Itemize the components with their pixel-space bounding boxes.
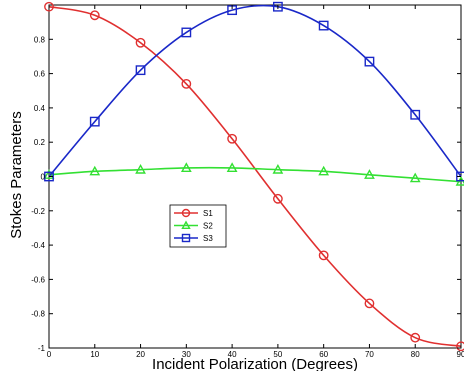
y-tick-label: -0.4 <box>31 241 45 250</box>
circle-marker <box>89 10 100 21</box>
circle-marker <box>410 332 421 343</box>
y-tick-label: 0.6 <box>34 70 46 79</box>
legend-item-s2: S2 <box>174 220 213 231</box>
square-marker <box>318 20 329 31</box>
triangle-marker <box>272 163 284 174</box>
circle-marker <box>181 78 192 89</box>
triangle-marker <box>89 165 101 176</box>
series-line-s1 <box>48 5 462 348</box>
triangle-marker <box>226 162 238 172</box>
legend-label: S3 <box>203 234 213 243</box>
triangle-marker <box>364 169 375 179</box>
triangle-marker <box>409 172 421 183</box>
series-layer <box>43 1 464 352</box>
legend-item-s1: S1 <box>174 208 213 218</box>
x-tick-label: 30 <box>182 350 191 359</box>
x-axis-label: Incident Polarization (Degrees) <box>152 356 358 371</box>
triangle-marker <box>318 165 330 176</box>
circle-marker <box>318 250 329 261</box>
tick-labels: 0 10 20 30 40 50 60 70 80 90 -1 -0.8 -0.6 -0.4 -0.2 0 0.… <box>31 5 464 359</box>
legend-label: S1 <box>203 209 213 218</box>
x-tick-label: 50 <box>273 350 282 359</box>
x-tick-label: 80 <box>411 350 420 359</box>
x-tick-label: 0 <box>47 350 52 359</box>
legend-item-s3: S3 <box>174 233 213 243</box>
circle-marker <box>272 193 283 204</box>
y-tick-label: 0.2 <box>34 138 46 147</box>
x-tick-label: 40 <box>228 350 237 359</box>
y-tick-label: 0.4 <box>34 104 46 113</box>
legend-label: S2 <box>203 222 213 231</box>
circle-marker <box>364 298 375 309</box>
triangle-marker <box>135 163 146 174</box>
y-tick-label: 0 <box>41 173 46 182</box>
square-marker <box>364 56 375 67</box>
y-tick-label: -0.2 <box>31 207 45 216</box>
circle-marker <box>44 1 54 12</box>
series-line-s3 <box>48 4 462 178</box>
y-axis-label: Stokes Parameters <box>8 111 25 239</box>
y-tick-label: -0.8 <box>31 310 45 319</box>
square-marker <box>44 171 54 182</box>
series-s1 <box>44 1 464 352</box>
square-marker <box>89 116 100 127</box>
triangle-marker <box>180 162 192 172</box>
y-tick-label: -0.6 <box>31 275 45 284</box>
triangle-marker <box>181 220 191 230</box>
square-marker <box>272 1 283 12</box>
square-marker <box>410 109 421 120</box>
square-marker <box>456 171 464 182</box>
circle-marker <box>456 341 464 352</box>
series-line-s2 <box>48 166 462 183</box>
circle-marker <box>135 37 146 48</box>
legend: S1 S2 S3 <box>169 204 227 248</box>
circle-marker <box>227 133 238 144</box>
square-marker <box>135 65 146 76</box>
circle-marker <box>181 208 191 218</box>
series-s3 <box>44 1 464 182</box>
x-tick-label: 10 <box>90 350 99 359</box>
square-marker <box>181 233 191 243</box>
x-tick-label: 20 <box>136 350 145 359</box>
y-tick-label: 0.8 <box>34 35 46 44</box>
x-tick-label: 70 <box>365 350 374 359</box>
x-tick-label: 90 <box>457 350 464 359</box>
y-tick-label: -1 <box>38 344 46 353</box>
square-marker <box>181 27 192 38</box>
x-tick-label: 60 <box>319 350 328 359</box>
